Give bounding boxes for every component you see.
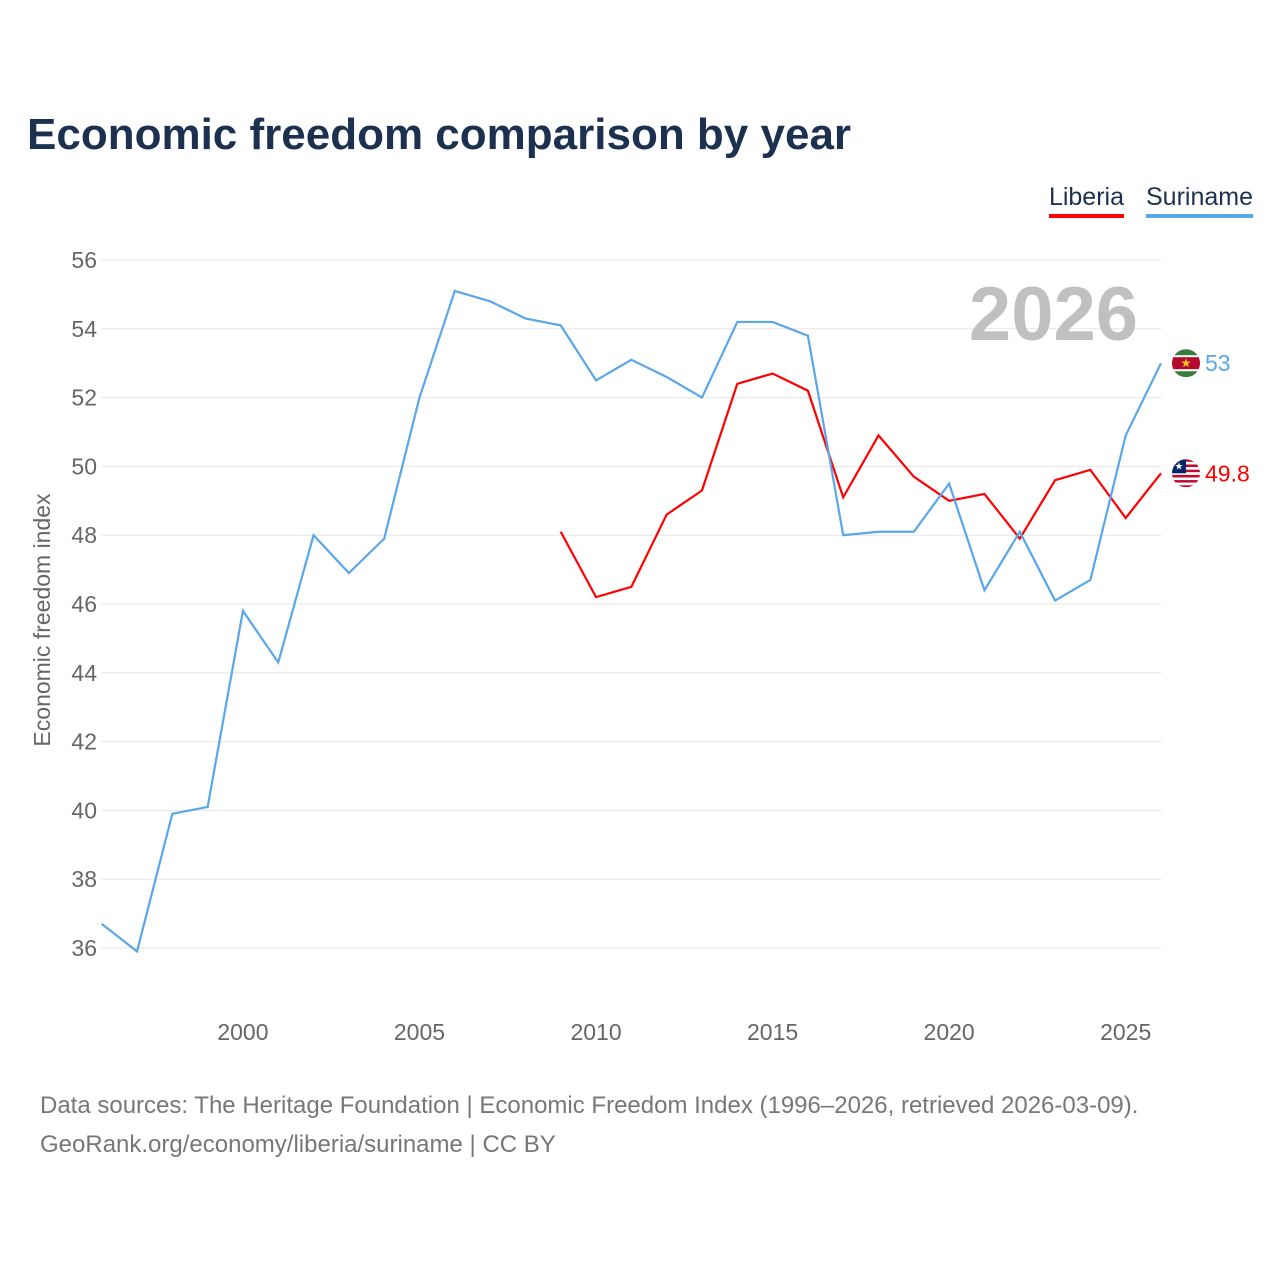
x-tick-label: 2010 — [570, 1019, 621, 1045]
x-tick-label: 2005 — [394, 1019, 445, 1045]
legend-suriname[interactable]: Suriname — [1146, 183, 1253, 218]
legend: Liberia Suriname — [1048, 183, 1253, 218]
flag-suriname-icon — [1172, 349, 1200, 378]
y-tick-label: 56 — [71, 247, 97, 273]
chart-title: Economic freedom comparison by year — [27, 110, 852, 159]
y-axis-label: Economic freedom index — [29, 493, 55, 747]
y-tick-label: 36 — [71, 935, 97, 961]
flag-liberia-icon — [1172, 459, 1200, 488]
source-url: GeoRank.org/economy/liberia/suriname | C… — [40, 1131, 556, 1158]
y-tick-label: 38 — [71, 866, 97, 892]
x-tick-label: 2015 — [747, 1019, 798, 1045]
series-line-suriname — [101, 289, 1162, 954]
legend-liberia[interactable]: Liberia — [1048, 183, 1124, 218]
y-tick-label: 52 — [71, 385, 97, 411]
y-tick-label: 50 — [71, 453, 97, 479]
y-tick-label: 48 — [71, 522, 97, 548]
y-tick-label: 42 — [71, 729, 97, 755]
year-watermark: 2026 — [969, 272, 1138, 357]
y-tick-label: 40 — [71, 797, 97, 823]
end-label-suriname: 53 — [1205, 350, 1231, 376]
x-tick-label: 2025 — [1100, 1019, 1151, 1045]
y-tick-label: 54 — [71, 316, 97, 342]
footer: Data sources: The Heritage Foundation | … — [40, 1086, 1138, 1164]
x-tick-label: 2020 — [924, 1019, 975, 1045]
y-tick-label: 46 — [71, 591, 97, 617]
y-tick-label: 44 — [71, 660, 97, 686]
series-line-liberia — [559, 372, 1162, 599]
source-note: Data sources: The Heritage Foundation | … — [40, 1092, 1139, 1119]
end-label-liberia: 49.8 — [1205, 460, 1250, 486]
x-tick-label: 2000 — [217, 1019, 268, 1045]
